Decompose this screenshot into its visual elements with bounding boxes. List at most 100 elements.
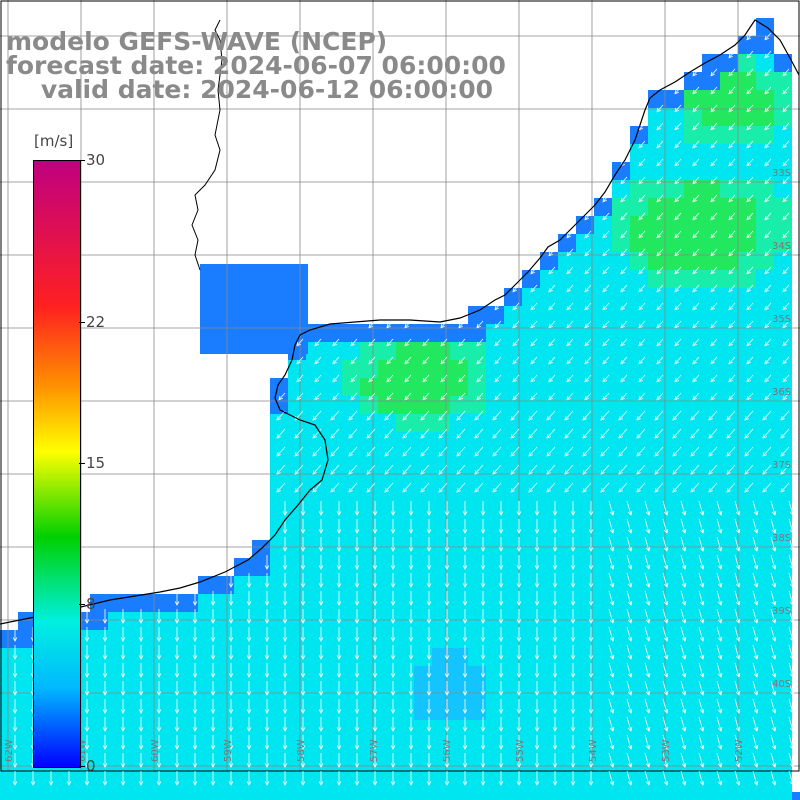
ocean-cell <box>126 702 144 720</box>
ocean-cell <box>306 324 324 342</box>
wind-arrow <box>674 338 682 347</box>
ocean-cell <box>288 450 306 468</box>
wind-arrow <box>728 50 736 59</box>
wind-arrowhead <box>663 601 669 606</box>
ocean-cell <box>468 540 486 558</box>
ocean-cell <box>648 702 666 720</box>
wind-arrowhead <box>674 305 679 311</box>
wind-arrowhead <box>174 673 180 678</box>
ocean-cell <box>756 144 774 162</box>
wind-arrowhead <box>602 251 607 257</box>
ocean-cell <box>738 432 756 450</box>
wind-arrowhead <box>390 529 396 534</box>
wind-arrowhead <box>438 488 443 493</box>
wind-arrow <box>728 104 736 113</box>
ocean-cell <box>306 504 324 522</box>
ocean-cell <box>378 720 396 738</box>
wind-arrowhead <box>627 637 633 642</box>
wind-arrowhead <box>330 470 335 475</box>
ocean-cell <box>666 666 684 684</box>
map-border <box>0 0 800 772</box>
wind-arrow <box>770 734 776 750</box>
wind-arrowhead <box>663 583 669 588</box>
ocean-cell <box>558 720 576 738</box>
wind-arrowhead <box>681 763 687 768</box>
ocean-cell <box>738 342 756 360</box>
wind-arrowhead <box>390 619 396 624</box>
wind-arrow <box>782 284 790 293</box>
longitude-label: 53W <box>661 739 672 762</box>
wind-arrowhead <box>728 341 733 347</box>
ocean-cell <box>630 486 648 504</box>
wind-arrowhead <box>12 709 18 714</box>
wind-arrowhead <box>294 434 299 439</box>
ocean-cell <box>594 648 612 666</box>
wind-arrow <box>636 482 646 493</box>
wind-arrow <box>662 554 668 570</box>
ocean-cell <box>432 612 450 630</box>
ocean-cell <box>200 336 218 354</box>
wind-arrowhead <box>282 655 288 660</box>
wind-arrowhead <box>600 434 605 439</box>
wind-arrowhead <box>350 395 355 401</box>
ocean-cell <box>648 504 666 522</box>
wind-arrowhead <box>627 529 633 534</box>
wind-arrowhead <box>588 601 594 606</box>
wind-arrowhead <box>663 637 669 642</box>
ocean-cell <box>504 576 522 594</box>
wind-arrowhead <box>156 691 162 696</box>
wind-arrowhead <box>681 673 687 678</box>
wind-arrow <box>366 410 376 421</box>
wind-arrowhead <box>764 323 769 329</box>
wind-arrowhead <box>726 434 731 439</box>
ocean-cell <box>612 414 630 432</box>
wind-arrowhead <box>282 763 288 768</box>
wind-arrowhead <box>372 745 378 750</box>
ocean-cell <box>414 360 432 378</box>
ocean-cell <box>468 450 486 468</box>
ocean-cell <box>702 108 720 126</box>
wind-arrow <box>602 212 610 221</box>
wind-arrow <box>728 158 736 167</box>
wind-arrow <box>278 392 286 401</box>
ocean-cell <box>522 306 540 324</box>
longitude-label: 55W <box>515 739 526 762</box>
wind-arrowhead <box>753 655 759 660</box>
wind-arrowhead <box>512 341 517 347</box>
wind-arrow <box>656 338 664 347</box>
wind-arrowhead <box>120 781 126 786</box>
ocean-cell <box>558 486 576 504</box>
wind-arrowhead <box>710 71 715 77</box>
ocean-cell <box>468 342 486 360</box>
wind-arrow <box>752 662 758 678</box>
ocean-cell <box>774 126 792 144</box>
wind-arrowhead <box>764 269 769 275</box>
ocean-cell <box>738 216 756 234</box>
ocean-cell <box>702 648 720 666</box>
latitude-label: 35S <box>772 314 791 325</box>
wind-arrowhead <box>717 709 723 714</box>
ocean-cell <box>450 594 468 612</box>
ocean-cell <box>236 336 254 354</box>
wind-arrowhead <box>294 452 299 457</box>
wind-arrow <box>716 698 722 714</box>
wind-arrow <box>330 428 340 439</box>
wind-arrowhead <box>602 233 607 239</box>
ocean-cell <box>396 792 414 800</box>
ocean-cell <box>0 774 18 792</box>
ocean-cell <box>612 630 630 648</box>
ocean-cell <box>180 792 198 800</box>
ocean-cell <box>648 756 666 774</box>
longitude-label: 61W <box>77 739 88 762</box>
ocean-cell <box>288 360 306 378</box>
wind-arrow <box>734 680 740 696</box>
ocean-cell <box>144 666 162 684</box>
wind-arrowhead <box>674 107 679 113</box>
wind-arrowhead <box>789 529 795 534</box>
wind-arrow <box>348 464 358 475</box>
wind-arrowhead <box>368 323 373 329</box>
wind-arrowhead <box>390 691 396 696</box>
wind-arrowhead <box>368 395 373 401</box>
ocean-cell <box>666 774 684 792</box>
wind-arrow <box>564 428 574 439</box>
